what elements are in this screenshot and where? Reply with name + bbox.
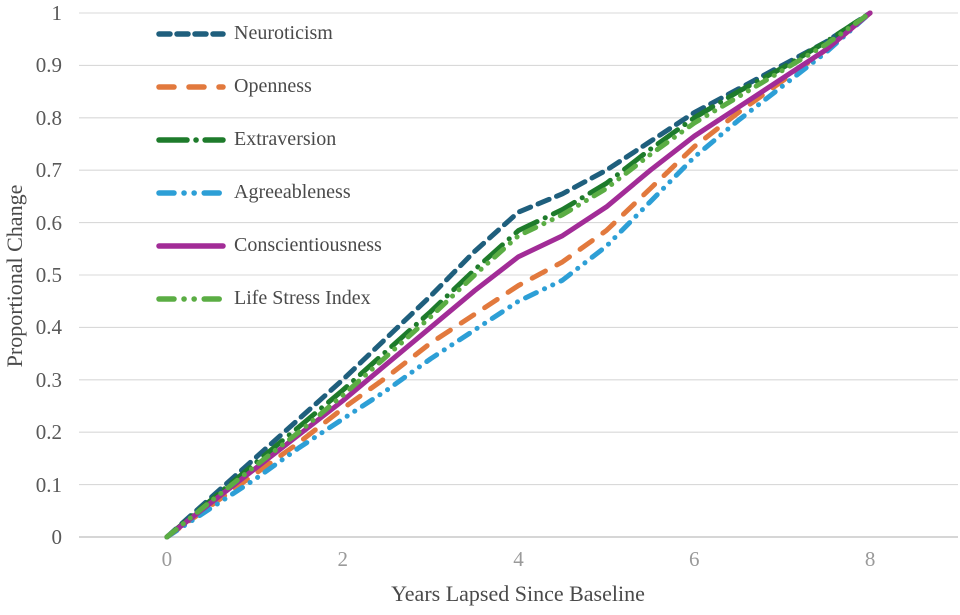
legend-item-conscientiousness: Conscientiousness xyxy=(155,219,445,272)
legend-swatch-extraversion-icon xyxy=(156,136,226,143)
y-tick-label: 0.1 xyxy=(35,472,62,497)
y-tick-label: 0 xyxy=(51,525,63,549)
y-tick-label: 0.3 xyxy=(35,367,62,392)
legend-item-openness: Openness xyxy=(155,60,445,113)
legend-swatch-conscientiousness-icon xyxy=(156,242,226,249)
y-tick-label: 0.6 xyxy=(35,210,62,235)
legend-item-life-stress-index: Life Stress Index xyxy=(155,272,445,325)
y-axis-title: Proportional Change xyxy=(2,184,27,368)
x-tick-label: 2 xyxy=(337,547,348,571)
y-tick-label: 1 xyxy=(51,1,63,25)
x-axis-title: Years Lapsed Since Baseline xyxy=(391,581,645,606)
legend-swatch-agreeableness-icon xyxy=(156,189,226,196)
series-line-openness xyxy=(164,10,873,540)
legend-label: Agreeableness xyxy=(234,181,351,203)
legend: Neuroticism Openness Extraversion Agreeable… xyxy=(155,7,445,325)
x-tick-label: 6 xyxy=(689,547,700,571)
series-line-life-stress-index xyxy=(164,10,873,540)
legend-label: Openness xyxy=(234,75,312,97)
legend-swatch-openness-icon xyxy=(156,83,226,90)
legend-label: Life Stress Index xyxy=(234,287,371,309)
legend-item-neuroticism: Neuroticism xyxy=(155,7,445,60)
legend-label: Conscientiousness xyxy=(234,234,382,256)
y-tick-label: 0.5 xyxy=(35,263,62,287)
series-line-extraversion xyxy=(164,10,873,540)
legend-swatch-life-stress-index-icon xyxy=(156,295,226,302)
x-tick-label: 4 xyxy=(513,547,524,571)
y-tick-label: 0.7 xyxy=(35,158,62,183)
series-line-neuroticism xyxy=(164,10,873,540)
series-line-agreeableness xyxy=(164,10,873,540)
y-tick-label: 0.9 xyxy=(35,53,62,78)
legend-label: Extraversion xyxy=(234,128,337,150)
legend-item-agreeableness: Agreeableness xyxy=(155,166,445,219)
x-tick-label: 8 xyxy=(864,547,876,571)
y-tick-label: 0.2 xyxy=(35,420,62,445)
legend-label: Neuroticism xyxy=(234,22,333,44)
x-tick-label: 0 xyxy=(161,547,173,571)
legend-swatch-neuroticism-icon xyxy=(156,30,226,37)
y-tick-label: 0.4 xyxy=(35,315,62,340)
legend-item-extraversion: Extraversion xyxy=(155,113,445,166)
y-tick-label: 0.8 xyxy=(35,105,62,130)
